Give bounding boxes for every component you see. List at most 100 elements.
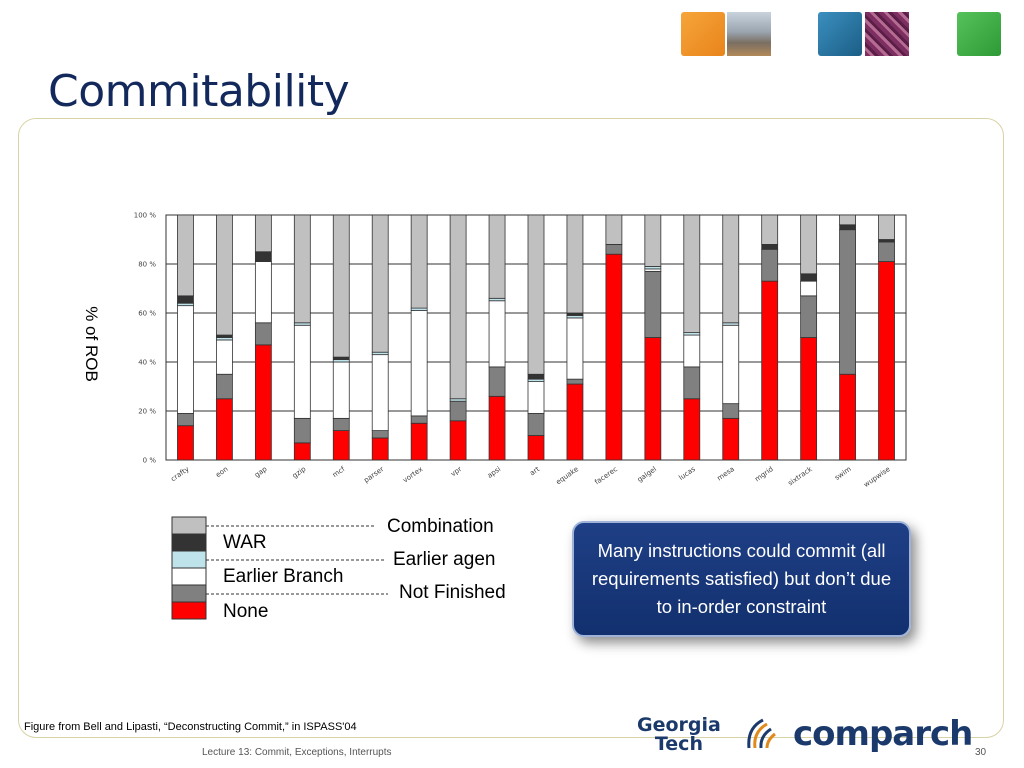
x-tick-label: swim — [833, 465, 853, 482]
legend-label-combination: Combination — [387, 516, 494, 537]
legend-label-not-finished: Not Finished — [399, 582, 506, 603]
legend-label-earlier-branch: Earlier Branch — [223, 566, 344, 587]
legend-swatch — [171, 533, 207, 552]
bar-segment — [761, 214, 779, 245]
y-tick-label: 100 % — [134, 212, 157, 220]
bar-segment — [644, 214, 662, 267]
footer-lecture-title: Lecture 13: Commit, Exceptions, Interrup… — [202, 747, 392, 758]
x-tick-label: eon — [214, 465, 229, 479]
bar-segment — [254, 214, 272, 253]
comparch-logo-text: comparch — [793, 714, 973, 754]
bar-segment — [410, 214, 428, 309]
bar-segment — [800, 280, 818, 297]
x-tick-label: mgrid — [753, 465, 774, 483]
y-tick-label: 60 % — [138, 310, 156, 318]
header-chip-photo — [865, 12, 909, 56]
bar-segment — [566, 317, 584, 380]
x-tick-label: galgel — [636, 465, 658, 484]
bar-segment — [566, 383, 584, 461]
header-campus-photo — [727, 12, 771, 56]
callout-box: Many instructions could commit (all requ… — [572, 521, 911, 637]
x-tick-label: gap — [253, 465, 269, 479]
bar-segment — [683, 366, 701, 400]
bar-segment — [293, 214, 311, 324]
x-tick-label: mesa — [716, 465, 736, 482]
bar-segment — [488, 300, 506, 368]
bar-segment — [410, 415, 428, 424]
bar-segment — [216, 214, 233, 336]
bar-segment — [527, 373, 545, 380]
comparch-swirl-icon — [747, 718, 776, 749]
bar-segment — [371, 214, 389, 353]
page-number: 30 — [975, 747, 987, 758]
x-tick-label: sixtrack — [787, 465, 815, 488]
bar-segment — [800, 337, 818, 461]
bar-segment — [605, 214, 623, 245]
bar-segment — [177, 305, 194, 414]
bar-segment — [683, 334, 701, 368]
bar-segment — [644, 337, 662, 461]
bar-segment — [839, 373, 856, 461]
bar-segment — [878, 214, 895, 240]
bar-segment — [605, 253, 623, 461]
bar-segment — [683, 398, 701, 461]
bar-segment — [527, 214, 545, 375]
x-tick-label: parser — [362, 465, 385, 484]
legend-swatch — [171, 601, 207, 620]
bar-segment — [644, 270, 662, 338]
bar-segment — [177, 214, 194, 297]
bar-segment — [800, 295, 818, 338]
bar-segment — [177, 295, 194, 304]
logo-tech-text: Tech — [654, 733, 703, 755]
bar-segment — [177, 413, 194, 427]
georgia-tech-logo: Georgia Tech — [637, 716, 721, 754]
bar-segment — [293, 417, 311, 444]
bar-segment — [216, 373, 233, 400]
y-axis-title: % of ROB — [82, 306, 101, 382]
bar-segment — [488, 395, 506, 461]
bar-segment — [254, 251, 272, 262]
bar-segment — [332, 430, 350, 461]
bar-segment — [878, 241, 895, 262]
x-tick-label: mcf — [331, 465, 347, 479]
x-tick-label: vpr — [449, 465, 463, 478]
bar-segment — [683, 214, 701, 333]
legend-swatches — [171, 516, 388, 620]
bar-segment — [216, 398, 233, 461]
x-tick-label: wupwise — [862, 465, 891, 489]
header-orange-square — [681, 12, 725, 56]
x-tick-label: equake — [555, 465, 581, 486]
bar-segment — [371, 437, 389, 461]
x-tick-label: crafty — [169, 465, 190, 483]
bar-segment — [293, 442, 311, 461]
y-tick-label: 40 % — [138, 359, 156, 367]
x-tick-label: apsi — [486, 465, 502, 480]
bar-segment — [761, 280, 779, 461]
bar-segment — [449, 420, 467, 461]
bar-segment — [488, 366, 506, 397]
y-tick-label: 0 % — [143, 457, 157, 465]
x-tick-label: gzip — [291, 465, 308, 480]
legend-swatch — [171, 567, 207, 586]
legend-label-none: None — [223, 601, 269, 622]
bar-segment — [410, 310, 428, 417]
chart-bars — [177, 214, 895, 461]
bar-segment — [839, 214, 856, 226]
legend-swatch — [171, 584, 207, 603]
bar-segment — [254, 261, 272, 324]
y-tick-label: 20 % — [138, 408, 156, 416]
bar-segment — [566, 378, 584, 385]
x-tick-label: lucas — [677, 465, 697, 482]
content-frame — [18, 118, 1004, 738]
bar-segment — [177, 425, 194, 461]
bar-segment — [800, 214, 818, 275]
bar-segment — [605, 243, 623, 255]
bar-segment — [371, 430, 389, 439]
legend-label-earlier-agen: Earlier agen — [393, 549, 496, 570]
bar-segment — [839, 224, 856, 231]
bar-segment — [527, 381, 545, 414]
figure-citation: Figure from Bell and Lipasti, “Deconstru… — [24, 721, 357, 733]
bar-segment — [371, 354, 389, 431]
slide-title: Commitability — [48, 66, 350, 117]
